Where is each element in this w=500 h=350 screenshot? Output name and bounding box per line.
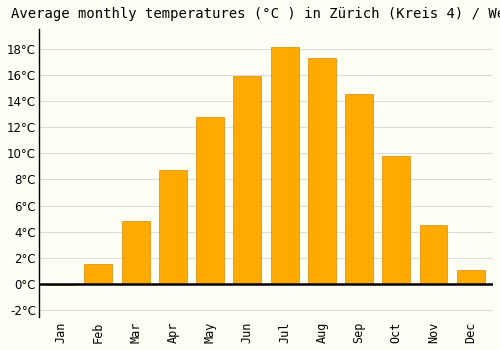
Bar [84,265,112,284]
Bar [457,270,484,284]
Bar [345,94,373,284]
Bar [308,58,336,284]
Bar [47,284,75,286]
Bar [234,76,262,284]
Title: Average monthly temperatures (°C ) in Zürich (Kreis 4) / Werd: Average monthly temperatures (°C ) in Zü… [10,7,500,21]
Bar [420,225,448,284]
Bar [382,156,410,284]
Bar [196,117,224,284]
Bar [159,170,187,284]
Bar [270,47,298,284]
Bar [122,221,150,284]
